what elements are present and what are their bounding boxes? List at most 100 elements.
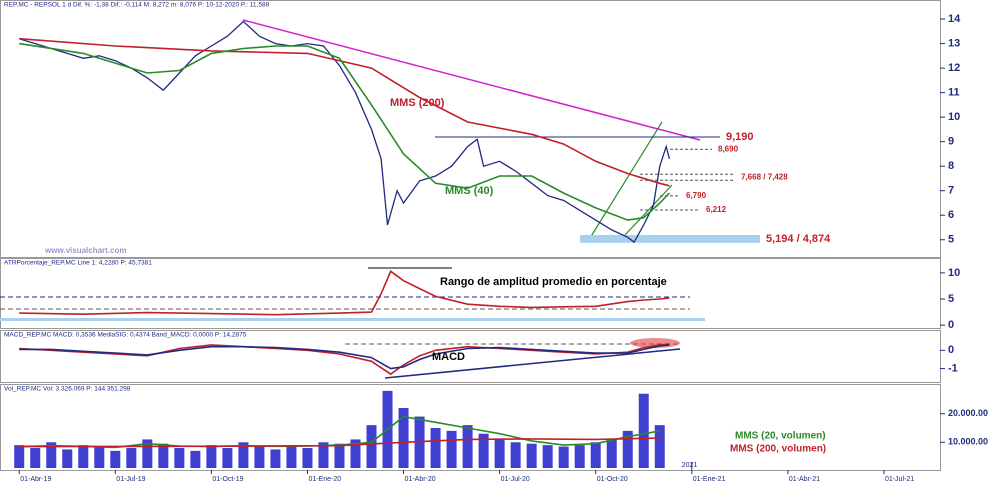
volume-bar [574, 445, 585, 468]
level-label: 8,690 [718, 144, 739, 153]
price-panel [0, 0, 941, 258]
volume-bar [286, 445, 297, 468]
volume-bar [526, 443, 537, 468]
series-line [19, 42, 670, 221]
y-tick-label: 6 [948, 209, 954, 221]
volume-bar [542, 445, 553, 468]
volume-bar [366, 425, 377, 468]
volume-bar [494, 439, 505, 468]
volume-bar [142, 439, 153, 468]
volume-bar [462, 425, 473, 468]
series-line [19, 37, 670, 187]
volume-bar [238, 442, 249, 468]
year-label: 2021 [682, 462, 698, 469]
volume-bar [446, 430, 457, 468]
y-tick-label: 14 [948, 13, 961, 25]
volume-bar [206, 445, 217, 468]
volume-bar [302, 448, 313, 468]
panel-title: ATRPorcentaje_REP.MC Line 1: 4,2280 P: 4… [4, 260, 152, 267]
volume-bar [558, 446, 569, 468]
volume-bar [478, 433, 489, 468]
x-tick-label: 01-Abr-21 [789, 476, 820, 483]
x-tick-label: 01-Ene-20 [308, 476, 341, 483]
volume-bar [30, 448, 41, 468]
level-label: 6,790 [686, 191, 707, 200]
plot [19, 270, 670, 316]
volume-bar [398, 408, 409, 468]
y-tick-label: 20.000.00 [948, 408, 988, 418]
plot [14, 390, 665, 468]
x-tick-label: 01-Abr-19 [20, 476, 51, 483]
y-tick-label: 11 [948, 87, 960, 99]
series-line [19, 270, 670, 316]
level-label: 6,212 [706, 205, 727, 214]
volume-bar [318, 442, 329, 468]
panel-frames [0, 0, 941, 471]
volume-bar [254, 446, 265, 468]
y-tick-label: 10 [948, 111, 960, 123]
level-label: 5,194 / 4,874 [766, 233, 831, 245]
macd-panel [0, 330, 941, 383]
volume-bar [62, 449, 73, 468]
macd-trendline [384, 348, 681, 379]
series-line [19, 343, 670, 376]
y-tick-label: 9 [948, 136, 954, 148]
volume-bar [94, 446, 105, 468]
atr-panel [0, 258, 941, 329]
volume-bar [270, 449, 281, 468]
resistance-trendline [242, 19, 701, 141]
support-zone [580, 234, 760, 243]
volume-bar [126, 448, 137, 468]
x-tick-label: 01-Oct-20 [597, 476, 628, 483]
volume-bar [46, 442, 57, 468]
y-tick-label: 12 [948, 62, 960, 74]
plot [19, 343, 670, 376]
series-line [19, 344, 670, 370]
x-tick-label: 01-Abr-20 [405, 476, 436, 483]
annotation: www.visualchart.com [44, 246, 127, 255]
atr-band [0, 318, 705, 321]
volume-bar [78, 445, 89, 468]
volume-bar [158, 443, 169, 468]
volume-panel [0, 384, 941, 471]
panel-title: Vol_REP.MC Vol: 3.326.069 P: 144.351.298 [4, 386, 131, 393]
volume-bar [110, 450, 121, 468]
panel-title: REP.MC - REPSOL 1 d Dif. %: -1,38 Dif.: … [4, 2, 270, 9]
volume-bar [638, 393, 649, 468]
volume-bar [222, 448, 233, 468]
y-tick-label: 0 [948, 344, 954, 356]
volume-bar [622, 430, 633, 468]
series-label: MMS (40) [445, 185, 494, 197]
y-tick-label: 7 [948, 185, 954, 197]
level-label: 7,668 / 7,428 [741, 172, 788, 181]
series-label: MMS (20, volumen) [735, 431, 826, 442]
y-tick-label: 5 [948, 234, 954, 246]
volume-bar [350, 439, 361, 468]
y-tick-label: 10.000.00 [948, 437, 988, 447]
annotation: Rango de amplitud promedio en porcentaje [440, 276, 667, 288]
volume-bar [14, 445, 25, 468]
x-tick-label: 01-Jul-19 [116, 476, 145, 483]
series-label: MMS (200, volumen) [730, 444, 826, 455]
plot [19, 20, 760, 244]
y-tick-label: 13 [948, 37, 960, 49]
y-tick-label: 5 [948, 293, 954, 305]
level-label: 9,190 [726, 131, 754, 143]
y-tick-label: -1 [948, 362, 958, 374]
x-tick-label: 01-Oct-19 [212, 476, 243, 483]
series-line [19, 20, 671, 244]
volume-bar [190, 450, 201, 468]
y-tick-label: 0 [948, 319, 954, 331]
x-tick-label: 01-Ene-21 [693, 476, 726, 483]
volume-bar [430, 428, 441, 468]
volume-bar [334, 443, 345, 468]
volume-bar [590, 442, 601, 468]
x-tick-label: 01-Jul-21 [885, 476, 914, 483]
channel-line [589, 121, 663, 239]
volume-bar [654, 425, 665, 468]
annotation: MACD [432, 351, 465, 363]
series-line [19, 437, 660, 448]
volume-bar [606, 439, 617, 468]
